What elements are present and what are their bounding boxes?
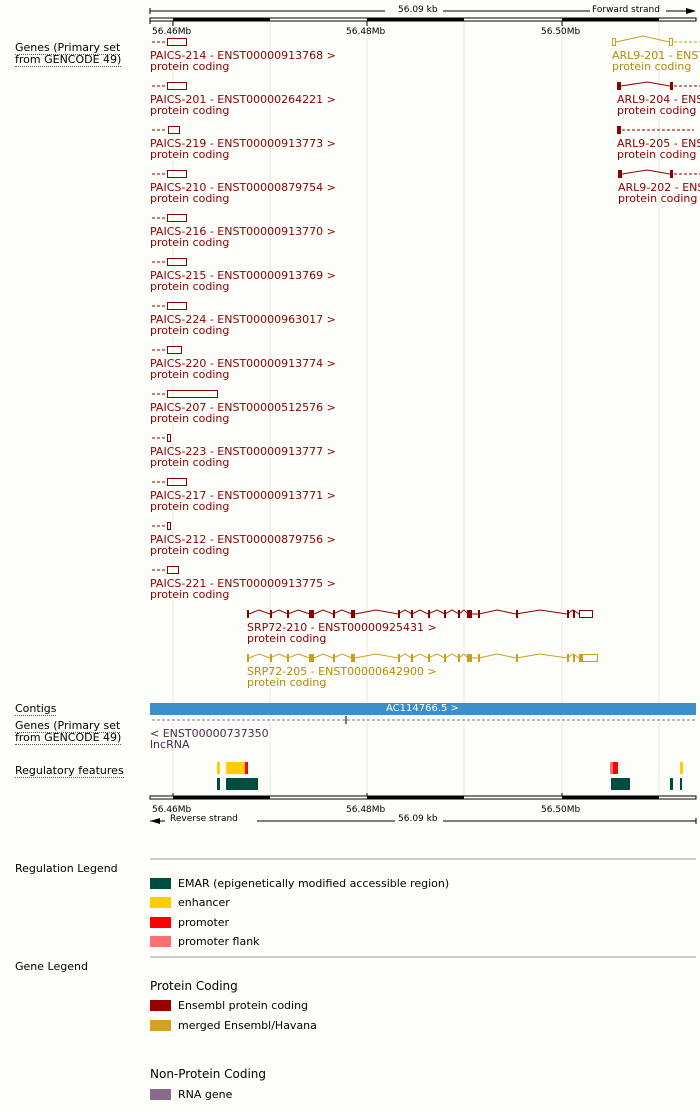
regulation-legend-title: Regulation Legend xyxy=(15,862,118,875)
ensembl-protein-swatch xyxy=(150,1000,171,1011)
paics-transcript-label[interactable]: PAICS-220 - ENST00000913774 > xyxy=(150,357,336,370)
ruler-top-tick-3: 56.50Mb xyxy=(541,27,581,37)
ruler-bottom-tick-3: 56.50Mb xyxy=(541,805,581,815)
srp72-205-label[interactable]: SRP72-205 - ENST00000642900 > xyxy=(247,665,437,678)
ruler-bottom-tick-2: 56.48Mb xyxy=(346,805,386,815)
ruler-top xyxy=(149,8,697,26)
paics-transcript-biotype: protein coding xyxy=(150,324,230,337)
arl9-201-biotype: protein coding xyxy=(612,60,692,73)
paics-transcript-biotype: protein coding xyxy=(150,368,230,381)
srp72-210-biotype: protein coding xyxy=(247,632,327,645)
paics-transcript-label[interactable]: PAICS-219 - ENST00000913773 > xyxy=(150,137,336,150)
srp72-205-glyph[interactable] xyxy=(247,653,598,662)
paics-transcript-label[interactable]: PAICS-212 - ENST00000879756 > xyxy=(150,533,336,546)
lncrna-biotype: lncRNA xyxy=(150,738,190,751)
arl9-202-label[interactable]: ARL9-202 - ENS xyxy=(618,181,700,194)
arl9-205-biotype: protein coding xyxy=(617,148,697,161)
promoter-flank-swatch xyxy=(150,936,171,947)
promoter-swatch xyxy=(150,917,171,928)
emar-swatch xyxy=(150,878,171,889)
promoter-flank-label: promoter flank xyxy=(178,935,260,948)
arl9-202-biotype: protein coding xyxy=(618,192,698,205)
paics-transcript-biotype: protein coding xyxy=(150,588,230,601)
ruler-bottom-strand: Reverse strand xyxy=(170,814,238,824)
rna-gene-swatch xyxy=(150,1089,171,1100)
paics-transcript-biotype: protein coding xyxy=(150,148,230,161)
paics-transcript-label[interactable]: PAICS-224 - ENST00000963017 > xyxy=(150,313,336,326)
merged-swatch xyxy=(150,1020,171,1031)
ruler-top-tick-1: 56.46Mb xyxy=(152,27,192,37)
srp72-205-biotype: protein coding xyxy=(247,676,327,689)
enhancer-swatch xyxy=(150,897,171,908)
ruler-bottom-tick-1: 56.46Mb xyxy=(152,805,192,815)
protein-coding-heading: Protein Coding xyxy=(150,979,238,993)
rna-gene-label: RNA gene xyxy=(178,1088,233,1101)
arl9-204-label[interactable]: ARL9-204 - ENS xyxy=(617,93,700,106)
promoter-label: promoter xyxy=(178,916,230,929)
paics-transcripts[interactable] xyxy=(152,38,218,574)
merged-label: merged Ensembl/Havana xyxy=(178,1019,317,1032)
paics-transcript-label[interactable]: PAICS-201 - ENST00000264221 > xyxy=(150,93,336,106)
gene-legend-title: Gene Legend xyxy=(15,960,88,973)
ruler-top-tick-2: 56.48Mb xyxy=(346,27,386,37)
srp72-210-glyph[interactable] xyxy=(247,609,593,618)
paics-transcript-biotype: protein coding xyxy=(150,412,230,425)
track-label-genes-forward[interactable]: Genes (Primary set from GENCODE 49) xyxy=(15,41,122,67)
paics-transcript-biotype: protein coding xyxy=(150,280,230,293)
paics-transcript-biotype: protein coding xyxy=(150,456,230,469)
paics-transcript-label[interactable]: PAICS-215 - ENST00000913769 > xyxy=(150,269,336,282)
paics-transcript-biotype: protein coding xyxy=(150,104,230,117)
track-label-contigs[interactable]: Contigs xyxy=(15,702,57,716)
arl9-transcripts[interactable] xyxy=(612,35,700,178)
arl9-205-label[interactable]: ARL9-205 - ENS xyxy=(617,137,700,150)
paics-transcript-label[interactable]: PAICS-210 - ENST00000879754 > xyxy=(150,181,336,194)
arl9-201-label[interactable]: ARL9-201 - ENST xyxy=(612,49,700,62)
emar-label: EMAR (epigenetically modified accessible… xyxy=(178,877,450,890)
regulatory-features[interactable] xyxy=(217,762,683,790)
paics-transcript-biotype: protein coding xyxy=(150,236,230,249)
paics-transcript-biotype: protein coding xyxy=(150,60,230,73)
paics-transcript-label[interactable]: PAICS-221 - ENST00000913775 > xyxy=(150,577,336,590)
ruler-top-span: 56.09 kb xyxy=(398,5,438,15)
paics-transcript-label[interactable]: PAICS-207 - ENST00000512576 > xyxy=(150,401,336,414)
paics-transcript-label[interactable]: PAICS-223 - ENST00000913777 > xyxy=(150,445,336,458)
paics-transcript-label[interactable]: PAICS-216 - ENST00000913770 > xyxy=(150,225,336,238)
paics-transcript-biotype: protein coding xyxy=(150,192,230,205)
srp72-210-label[interactable]: SRP72-210 - ENST00000925431 > xyxy=(247,621,437,634)
enhancer-label: enhancer xyxy=(178,896,230,909)
ruler-bottom xyxy=(149,793,697,824)
track-label-regulatory[interactable]: Regulatory features xyxy=(15,764,124,778)
paics-transcript-biotype: protein coding xyxy=(150,544,230,557)
track-label-genes-reverse[interactable]: Genes (Primary set from GENCODE 49) xyxy=(15,719,122,745)
gridlines xyxy=(172,18,660,798)
paics-transcript-label[interactable]: PAICS-217 - ENST00000913771 > xyxy=(150,489,336,502)
ensembl-protein-label: Ensembl protein coding xyxy=(178,999,309,1012)
arl9-204-biotype: protein coding xyxy=(617,104,697,117)
ruler-top-strand: Forward strand xyxy=(592,5,660,15)
lncrna-glyph[interactable] xyxy=(152,716,696,724)
paics-transcript-label[interactable]: PAICS-214 - ENST00000913768 > xyxy=(150,49,336,62)
lncrna-label[interactable]: < ENST00000737350 xyxy=(150,727,269,740)
non-protein-coding-heading: Non-Protein Coding xyxy=(150,1067,267,1081)
contig-bar[interactable] xyxy=(150,703,696,715)
ruler-bottom-span: 56.09 kb xyxy=(398,814,438,824)
paics-transcript-biotype: protein coding xyxy=(150,500,230,513)
contig-label[interactable]: AC114766.5 > xyxy=(386,703,459,714)
